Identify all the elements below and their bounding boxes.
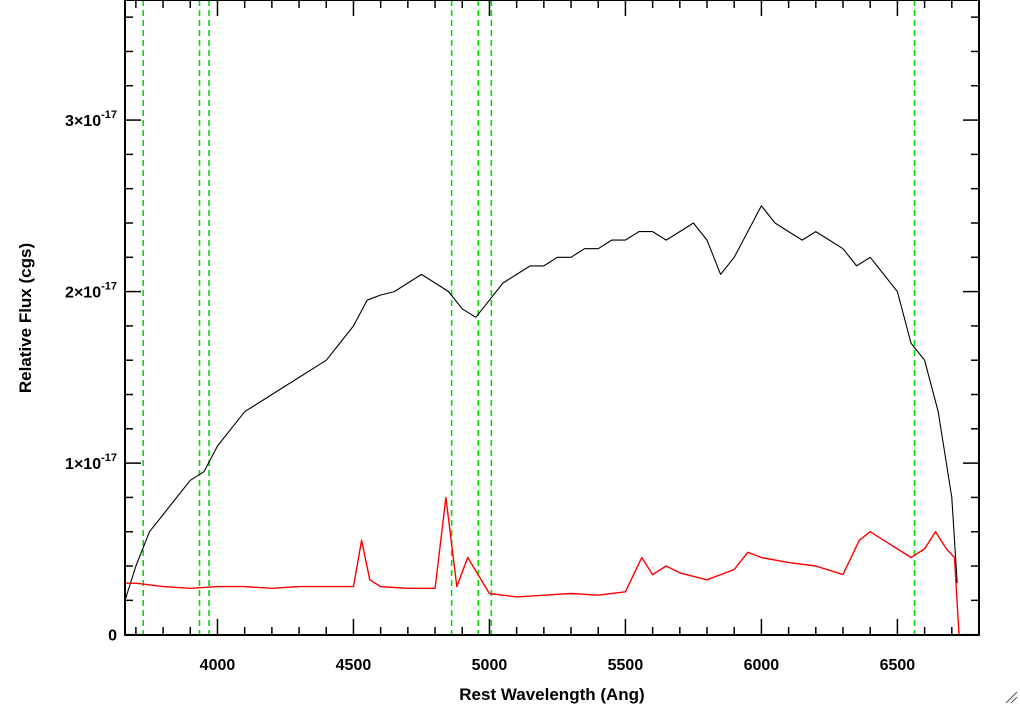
axis-ticks bbox=[125, 0, 980, 636]
y-tick-label: 2×10-17 bbox=[65, 281, 117, 302]
model-series-line bbox=[125, 496, 960, 635]
plot-border bbox=[124, 0, 980, 636]
x-tick-label: 6500 bbox=[880, 657, 916, 674]
y-tick-label: 1×10-17 bbox=[65, 452, 117, 473]
plot-frame bbox=[124, 0, 980, 636]
resize-grip-icon[interactable] bbox=[1004, 690, 1018, 704]
spectrum-series-line bbox=[125, 205, 958, 601]
x-axis-title: Rest Wavelength (Ang) bbox=[459, 685, 644, 704]
x-tick-label: 4000 bbox=[200, 657, 236, 674]
x-tick-label: 4500 bbox=[336, 657, 372, 674]
reference-lines bbox=[142, 0, 916, 635]
tick-labels: 4000 4500 5000 5500 6000 6500 0 1×10-17 2×10-17 3… bbox=[65, 109, 915, 674]
x-tick-label: 5000 bbox=[472, 657, 508, 674]
x-tick-label: 5500 bbox=[608, 657, 644, 674]
y-tick-label: 3×10-17 bbox=[65, 109, 117, 130]
x-tick-label: 6000 bbox=[744, 657, 780, 674]
y-axis-title: Relative Flux (cgs) bbox=[16, 243, 35, 393]
series-layer bbox=[125, 205, 960, 635]
y-tick-label: 0 bbox=[108, 628, 117, 645]
